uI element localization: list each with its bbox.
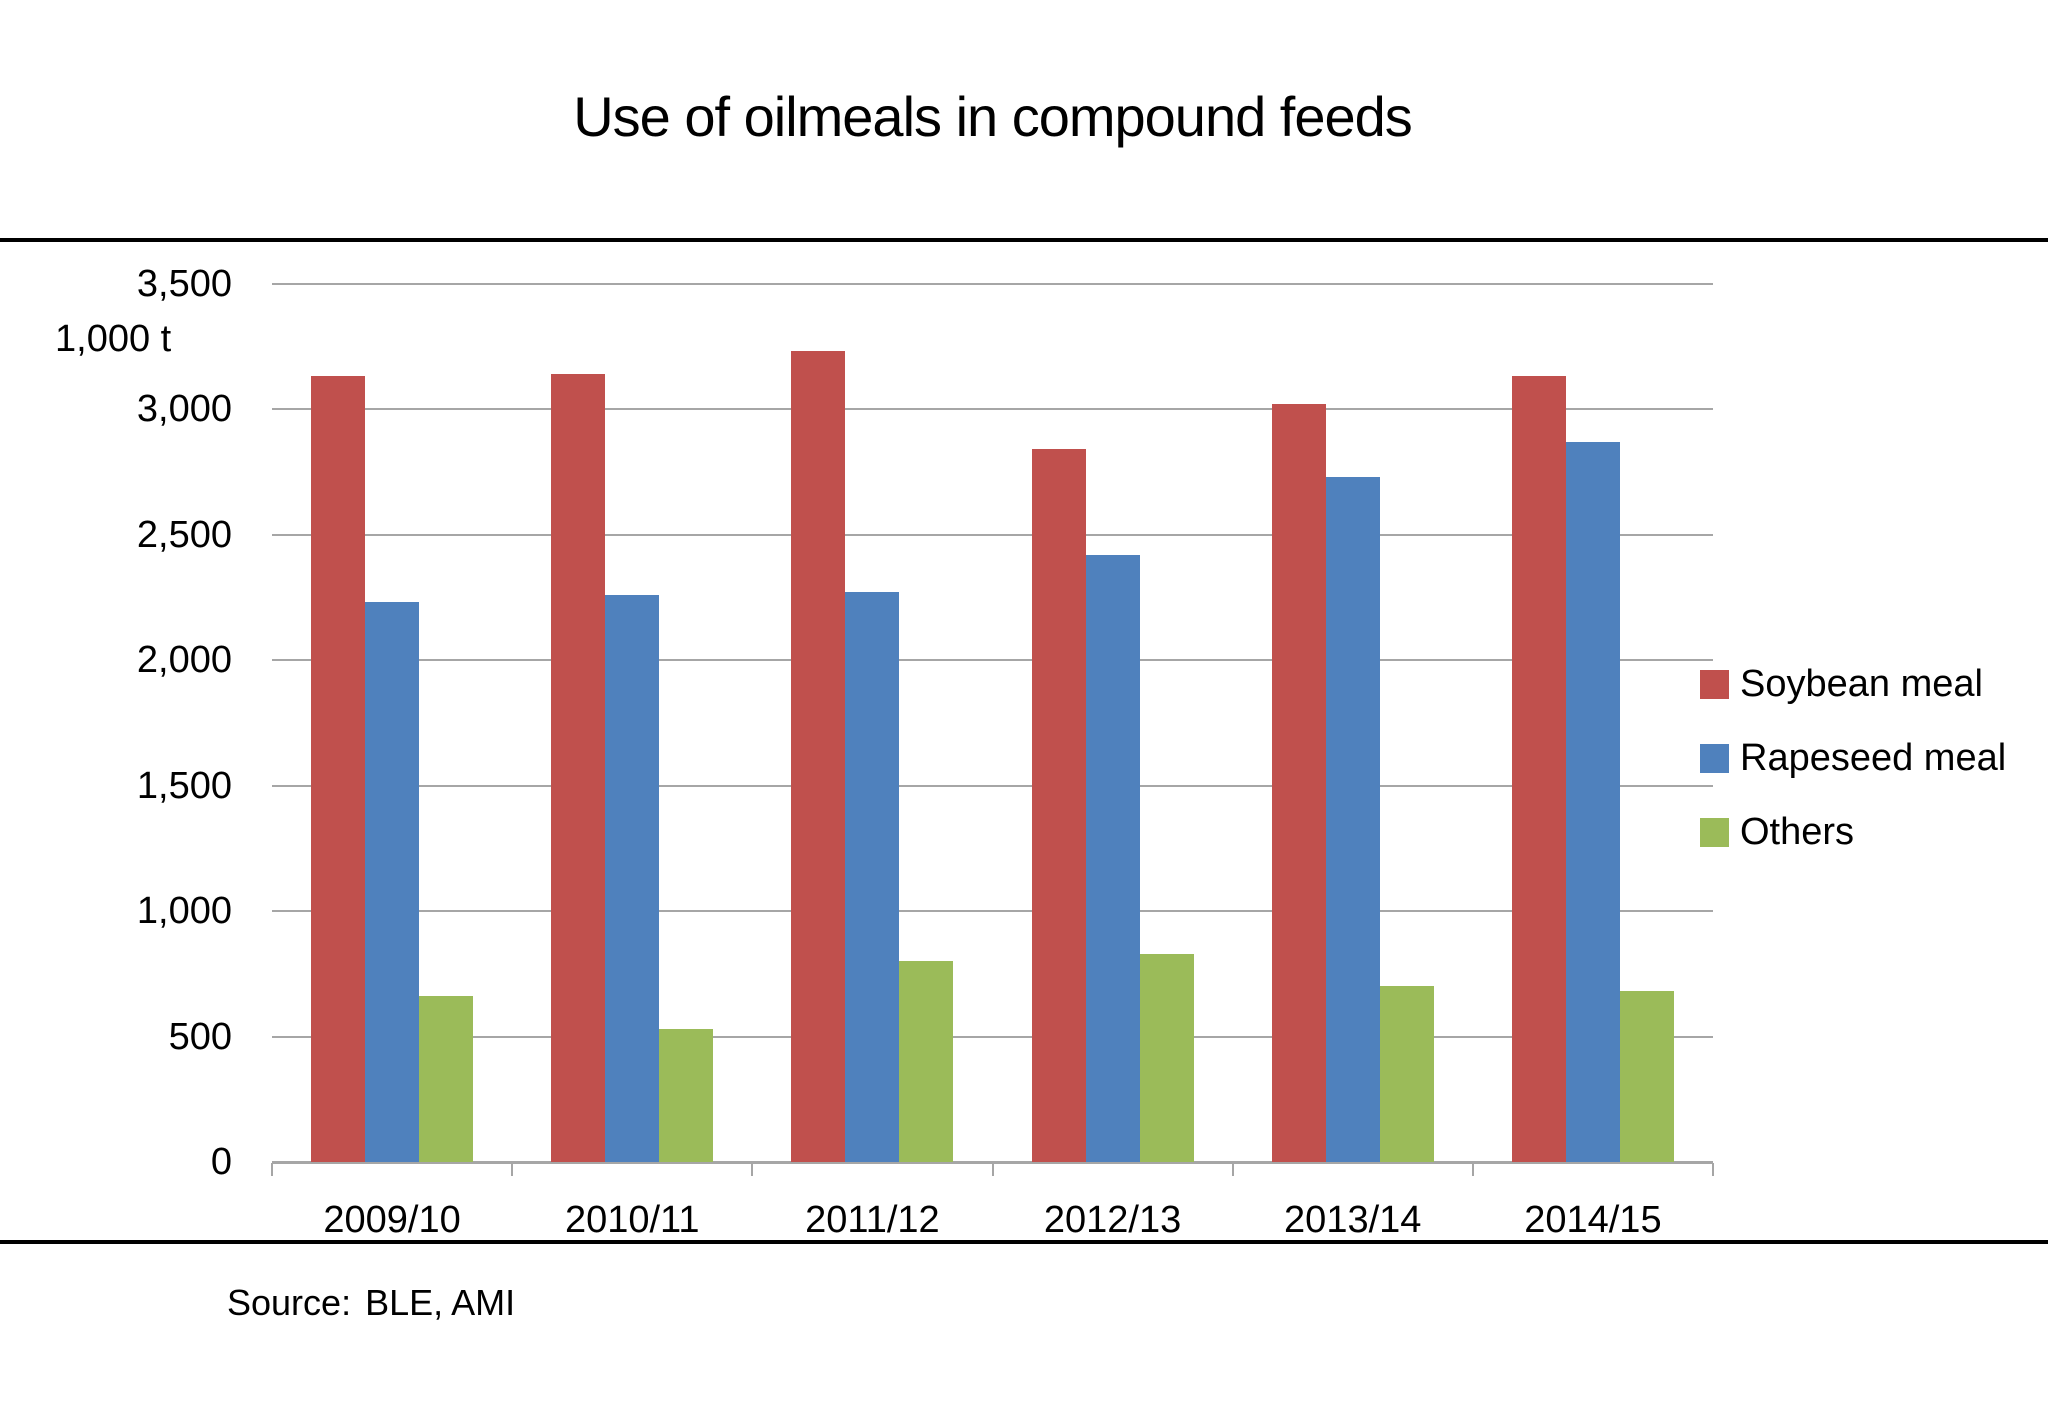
source-value: BLE, AMI (365, 1282, 516, 1323)
bar-soybean-meal-2010/11 (551, 373, 606, 1162)
bar-others-2012/13 (1139, 953, 1194, 1162)
legend-item-soybean-meal: Soybean meal (1700, 663, 1983, 705)
y-axis-tick-label: 500 (168, 1015, 232, 1058)
x-axis-tick (1231, 1163, 1234, 1176)
x-axis-label: 2011/12 (805, 1199, 940, 1241)
bar-soybean-meal-2013/14 (1271, 403, 1326, 1162)
bar-others-2014/15 (1619, 991, 1674, 1162)
gridline (272, 533, 1713, 536)
bar-soybean-meal-2012/13 (1031, 449, 1086, 1162)
legend-label: Rapeseed meal (1740, 737, 2007, 779)
legend-swatch-soybean-meal (1700, 669, 1729, 699)
bar-others-2009/10 (419, 996, 474, 1162)
source-label: Source: (227, 1282, 352, 1323)
bar-others-2011/12 (899, 961, 954, 1162)
x-axis-label: 2010/11 (564, 1199, 700, 1241)
gridline (272, 659, 1713, 661)
x-axis-tick (1712, 1163, 1714, 1176)
bar-soybean-meal-2014/15 (1511, 376, 1566, 1162)
gridline (272, 1035, 1713, 1038)
gridline (272, 910, 1713, 912)
y-axis-tick-label: 3,500 (136, 262, 232, 305)
x-axis-tick (271, 1163, 273, 1176)
x-axis-label: 2012/13 (1043, 1199, 1182, 1241)
top-rule (0, 238, 2048, 242)
x-axis-tick (511, 1163, 514, 1176)
bar-soybean-meal-2011/12 (791, 351, 846, 1162)
bar-others-2013/14 (1379, 986, 1434, 1162)
x-axis-line (272, 1161, 1713, 1164)
x-axis-label: 2013/14 (1284, 1199, 1422, 1241)
gridline (272, 784, 1713, 787)
x-axis-tick (751, 1163, 754, 1176)
y-axis-tick-label: 3,000 (136, 388, 232, 430)
bar-rapeseed-meal-2011/12 (845, 592, 900, 1162)
y-axis-unit-label: 1,000 t (55, 318, 172, 360)
bar-rapeseed-meal-2009/10 (365, 602, 420, 1162)
bar-rapeseed-meal-2013/14 (1325, 476, 1380, 1162)
y-axis-tick-label: 2,500 (136, 513, 232, 556)
y-axis-tick-label: 1,000 (136, 890, 232, 932)
legend-swatch-others (1700, 817, 1729, 847)
x-axis-tick (1471, 1163, 1474, 1176)
gridline (272, 282, 1713, 285)
legend-swatch-rapeseed-meal (1700, 743, 1729, 773)
y-axis-tick-label: 1,500 (136, 764, 232, 807)
bar-rapeseed-meal-2012/13 (1085, 554, 1140, 1162)
bar-rapeseed-meal-2010/11 (605, 594, 660, 1162)
legend-item-others: Others (1700, 811, 1855, 853)
bar-rapeseed-meal-2014/15 (1565, 441, 1620, 1162)
x-axis-label: 2014/15 (1524, 1199, 1662, 1241)
legend-label: Others (1740, 811, 1855, 853)
bar-soybean-meal-2009/10 (311, 376, 366, 1162)
y-axis-tick-label: 2,000 (136, 639, 232, 681)
bar-others-2010/11 (659, 1028, 714, 1162)
x-axis-tick (991, 1163, 994, 1176)
x-axis-label: 2009/10 (323, 1199, 461, 1241)
y-axis-tick-label: 0 (210, 1141, 232, 1183)
bottom-rule (0, 1240, 2048, 1244)
chart-title: Use of oilmeals in compound feeds (573, 85, 1413, 148)
legend-label: Soybean meal (1740, 663, 1983, 705)
source-note: Source: BLE, AMI (227, 1282, 515, 1324)
legend-item-rapeseed-meal: Rapeseed meal (1700, 737, 2007, 779)
gridline (272, 408, 1713, 410)
